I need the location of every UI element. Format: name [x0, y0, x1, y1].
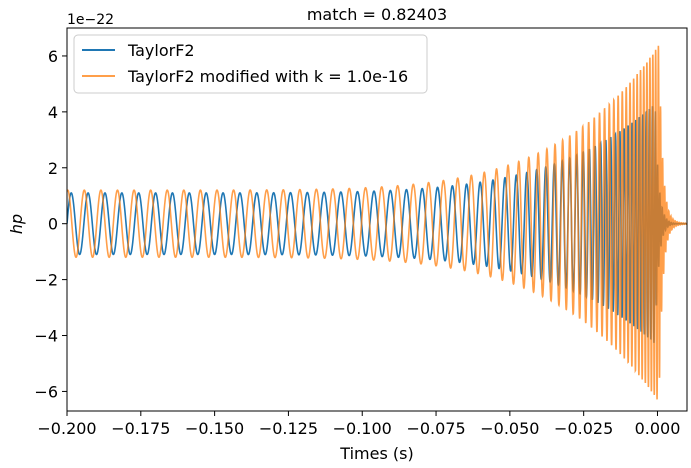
y-tick-label: −2	[34, 271, 58, 290]
y-tick-label: 0	[48, 215, 58, 234]
x-tick-label: −0.150	[185, 419, 244, 438]
x-tick-label: −0.025	[554, 419, 613, 438]
ticks-layer: −0.200 −0.175 −0.150 −0.125 −0.100 −0.075 −0.0…	[34, 47, 680, 438]
y-tick-label: 2	[48, 159, 58, 178]
x-tick-label: −0.175	[111, 419, 170, 438]
y-tick-label: −4	[34, 327, 58, 346]
x-tick-label: −0.125	[259, 419, 318, 438]
x-tick-label: −0.200	[37, 419, 96, 438]
x-tick-label: 0.000	[635, 419, 681, 438]
legend: TaylorF2 TaylorF2 modified with k = 1.0e…	[73, 34, 428, 94]
y-axis-label: hp	[7, 214, 26, 234]
x-axis-label: Times (s)	[339, 444, 413, 463]
y-offset-text: 1e−22	[67, 12, 114, 28]
series-line-1	[67, 45, 687, 400]
legend-label-1: TaylorF2 modified with k = 1.0e-16	[127, 67, 408, 86]
plot-frame	[66, 27, 688, 412]
y-tick-label: 4	[48, 103, 58, 122]
y-tick-label: −6	[34, 382, 58, 401]
y-tick-label: 6	[48, 47, 58, 66]
x-tick-label: −0.075	[406, 419, 465, 438]
x-tick-label: −0.100	[333, 419, 392, 438]
chart-title: match = 0.82403	[307, 5, 447, 24]
legend-box	[73, 34, 428, 94]
series-layer	[67, 45, 687, 400]
legend-label-0: TaylorF2	[127, 41, 195, 60]
x-tick-label: −0.050	[480, 419, 539, 438]
